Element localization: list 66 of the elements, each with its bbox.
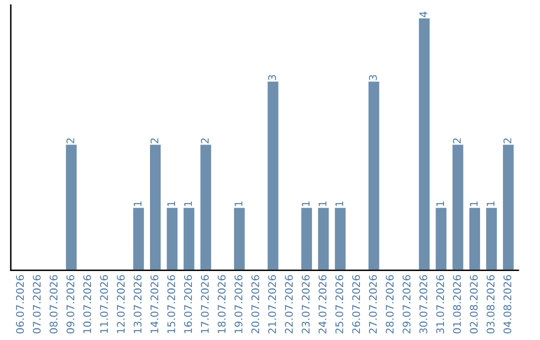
data-label: 3 [268, 75, 276, 80]
bar [300, 206, 314, 270]
data-label: 1 [436, 201, 444, 206]
bar [333, 206, 347, 270]
bar [64, 143, 78, 270]
bar [232, 206, 246, 270]
bar [418, 17, 432, 270]
data-label: 2 [66, 138, 74, 144]
bar [502, 143, 516, 270]
bar [484, 206, 498, 270]
x-tick-label: 12.07.2026 [116, 275, 125, 333]
data-label: 2 [503, 138, 512, 144]
x-tick-label: 07.07.2026 [32, 275, 41, 334]
data-label: 1 [486, 201, 494, 206]
data-label: 1 [318, 201, 326, 206]
x-tick-label: 20.07.2026 [251, 275, 260, 334]
data-label: 1 [302, 201, 310, 206]
bar [266, 80, 280, 270]
data-label: 1 [234, 201, 242, 206]
bar [367, 80, 381, 270]
x-tick-label: 16.07.2026 [184, 275, 192, 333]
x-tick-label: 18.07.2026 [218, 275, 226, 333]
x-tick-label: 10.07.2026 [83, 275, 92, 333]
bar [132, 206, 146, 270]
x-tick-label: 15.07.2026 [167, 275, 176, 333]
x-tick-label: 25.07.2026 [335, 275, 344, 334]
x-tick-label: 26.07.2026 [352, 275, 360, 334]
x-tick-label: 21.07.2026 [268, 275, 276, 334]
bar [199, 143, 213, 270]
data-label: 2 [150, 138, 158, 144]
bar [434, 206, 448, 270]
x-tick-label: 19.07.2026 [234, 275, 242, 333]
data-label: 4 [420, 12, 428, 18]
x-tick-label: 23.07.2026 [302, 275, 310, 334]
x-tick-label: 31.07.2026 [436, 275, 444, 334]
x-tick-label: 02.08.2026 [470, 275, 478, 334]
bar [165, 206, 179, 270]
data-label: 3 [368, 75, 377, 80]
bar [182, 206, 196, 270]
x-tick-label: 09.07.2026 [66, 275, 74, 334]
x-tick-label: 03.08.2026 [486, 275, 495, 334]
bar [316, 206, 330, 270]
data-label: 1 [134, 201, 142, 206]
data-label: 1 [470, 201, 478, 206]
x-tick-label: 06.07.2026 [16, 275, 24, 334]
data-label: 2 [200, 138, 209, 144]
x-tick-label: 08.07.2026 [50, 275, 58, 334]
x-tick-label: 30.07.2026 [419, 275, 428, 334]
x-tick-label: 04.08.2026 [503, 275, 512, 334]
x-tick-label: 11.07.2026 [100, 275, 108, 333]
x-tick-label: 13.07.2026 [134, 275, 142, 333]
x-tick-label: 28.07.2026 [386, 275, 394, 334]
data-label: 1 [184, 201, 192, 206]
x-tick-label: 01.08.2026 [453, 275, 461, 334]
x-tick-label: 14.07.2026 [150, 275, 158, 333]
data-label: 2 [453, 138, 461, 144]
x-tick-label: 22.07.2026 [284, 275, 293, 334]
bar [468, 206, 482, 270]
data-label: 1 [167, 201, 176, 206]
x-tick-label: 29.07.2026 [402, 275, 410, 334]
bar [148, 143, 162, 270]
x-tick-label: 17.07.2026 [200, 275, 209, 333]
x-tick-label: 27.07.2026 [368, 275, 377, 334]
bar [451, 143, 465, 270]
x-tick-label: 24.07.2026 [318, 275, 326, 334]
data-label: 1 [336, 201, 344, 206]
